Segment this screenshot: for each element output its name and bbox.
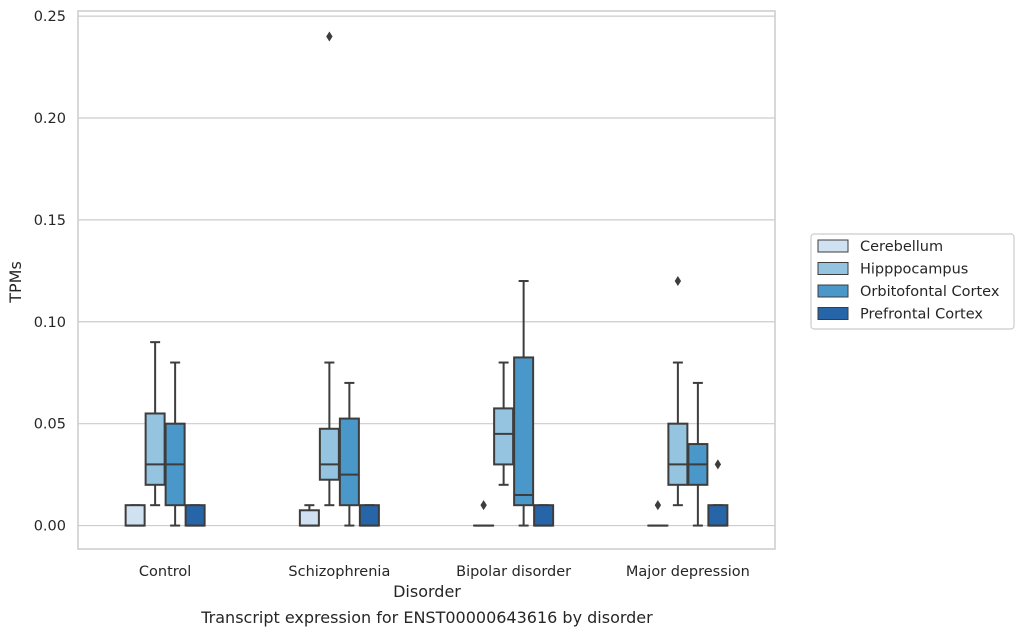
box-1-2 [494, 363, 513, 485]
box-0-3 [648, 500, 667, 525]
legend-swatch [818, 263, 848, 275]
box-2-3 [688, 383, 707, 526]
outlier-point [655, 500, 661, 510]
legend: Cerebellum Hipppocampus Orbitofontal Corte… [811, 234, 1014, 329]
x-tick-label: Control [139, 564, 191, 580]
box-iqr [146, 413, 165, 484]
x-tick-label: Bipolar disorder [456, 564, 571, 580]
legend-label: Hipppocampus [860, 262, 968, 278]
x-axis-label: Disorder [393, 582, 461, 601]
box-1-1 [320, 31, 339, 505]
box-3-0 [186, 505, 205, 525]
box-3-3 [708, 459, 727, 525]
box-2-0 [166, 363, 185, 526]
legend-swatch [818, 308, 848, 320]
legend-label: Cerebellum [860, 239, 943, 255]
box-iqr [494, 408, 513, 464]
y-tick-label: 0.00 [34, 519, 66, 535]
box-0-0 [126, 505, 145, 525]
box-iqr [126, 505, 145, 525]
outlier-point [675, 276, 681, 286]
outlier-point [715, 459, 721, 469]
box-0-2 [474, 500, 493, 525]
y-axis-label: TPMs [6, 261, 25, 304]
box-series [126, 31, 728, 525]
legend-label: Orbitofontal Cortex [860, 284, 1000, 300]
box-iqr [186, 505, 205, 525]
box-iqr [340, 419, 359, 506]
box-3-1 [360, 505, 379, 525]
x-tick-label: Schizophrenia [288, 564, 390, 580]
y-tick-labels: 0.00 0.05 0.10 0.15 0.20 0.25 [34, 9, 66, 534]
legend-swatch [818, 285, 848, 297]
y-tick-label: 0.20 [34, 111, 66, 127]
y-tick-label: 0.05 [34, 417, 66, 433]
box-iqr [320, 429, 339, 480]
box-3-2 [534, 505, 553, 525]
box-iqr [300, 510, 319, 525]
legend-swatch [818, 240, 848, 252]
box-iqr [708, 505, 727, 525]
x-tick-labels: Control Schizophrenia Bipolar disorder Majo… [139, 564, 750, 580]
box-1-3 [668, 276, 687, 505]
box-iqr [514, 357, 533, 505]
outlier-point [480, 500, 486, 510]
box-iqr [534, 505, 553, 525]
chart-title: Transcript expression for ENST0000064361… [200, 608, 653, 627]
box-iqr [360, 505, 379, 525]
box-1-0 [146, 342, 165, 505]
y-tick-label: 0.10 [34, 315, 66, 331]
y-tick-label: 0.25 [34, 9, 66, 25]
legend-label: Prefrontal Cortex [860, 307, 983, 323]
box-iqr [668, 424, 687, 485]
outlier-point [326, 31, 332, 41]
box-2-2 [514, 281, 533, 526]
x-tick-label: Major depression [626, 564, 750, 580]
box-0-1 [300, 505, 319, 525]
y-tick-label: 0.15 [34, 213, 66, 229]
box-2-1 [340, 383, 359, 526]
